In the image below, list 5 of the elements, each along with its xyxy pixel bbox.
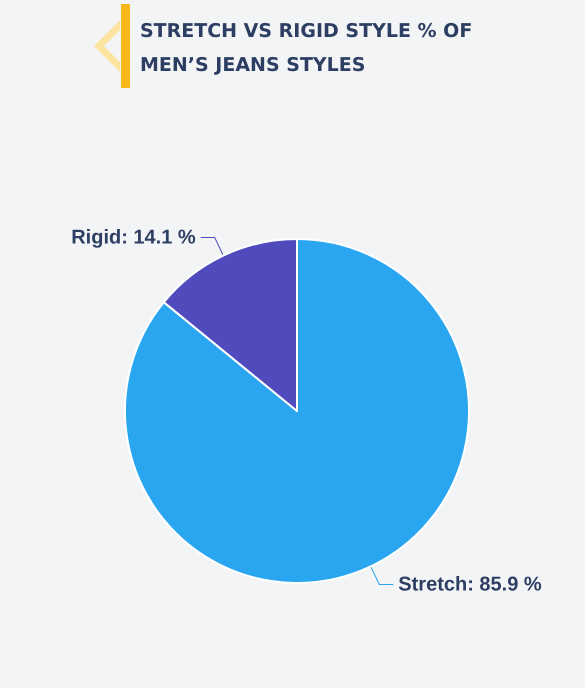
slice-label: Rigid — [71, 226, 122, 249]
data-label: : 14.1 % — [121, 226, 196, 249]
chart-title: STRETCH VS RIGID STYLE % OF MEN’S JEANS STYLES — [140, 19, 474, 78]
slice-label: Stretch — [398, 573, 468, 596]
data-label: : 85.9 % — [467, 573, 542, 596]
